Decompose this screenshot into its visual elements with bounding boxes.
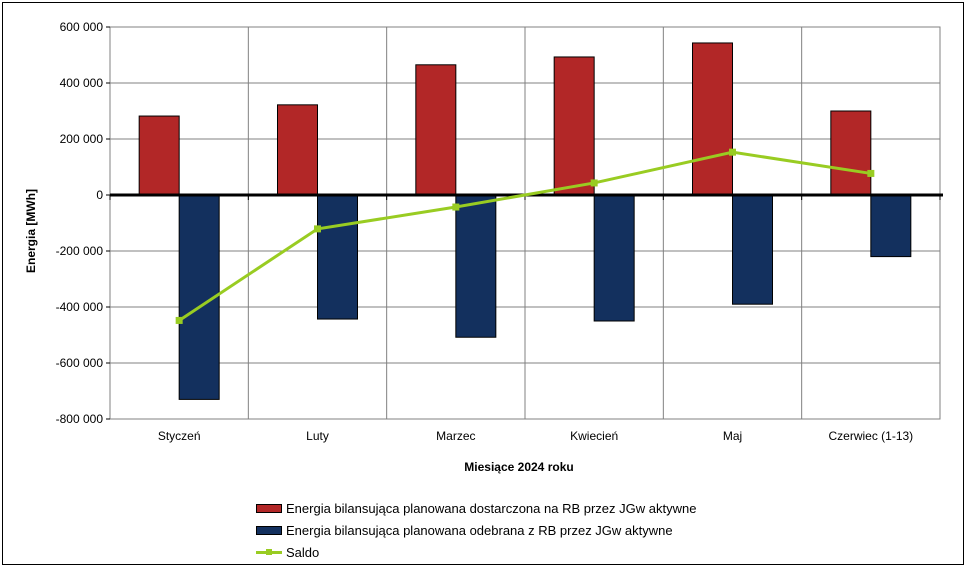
legend-item-received: Energia bilansująca planowana odebrana z…: [256, 519, 696, 541]
legend: Energia bilansująca planowana dostarczon…: [256, 497, 696, 563]
legend-item-supplied: Energia bilansująca planowana dostarczon…: [256, 497, 696, 519]
x-tick-label: Styczeń: [158, 429, 201, 443]
saldo-point: [590, 179, 598, 187]
legend-swatch-supplied: [256, 503, 282, 513]
legend-item-saldo: Saldo: [256, 541, 696, 563]
bar-received: [870, 194, 912, 258]
legend-label-received: Energia bilansująca planowana odebrana z…: [286, 522, 673, 538]
legend-swatch-received: [256, 525, 282, 535]
bar-received: [593, 194, 635, 322]
bar-received: [317, 194, 358, 320]
saldo-line: [178, 150, 872, 322]
bars: [138, 42, 912, 400]
y-tick-label: 0: [96, 188, 103, 202]
bar-supplied: [830, 110, 872, 196]
bar-received: [732, 194, 773, 305]
bar-supplied: [692, 42, 733, 196]
x-tick-label: Czerwiec (1-13): [828, 429, 913, 443]
saldo-point: [867, 169, 875, 177]
y-tick-label: -200 000: [56, 244, 104, 258]
x-tick-label: Kwiecień: [570, 429, 618, 443]
bar-supplied: [415, 64, 457, 196]
saldo-line-group: [175, 148, 875, 324]
legend-label-saldo: Saldo: [286, 544, 320, 560]
bar-supplied: [553, 56, 595, 196]
saldo-point: [729, 148, 736, 156]
x-tick-label: Luty: [306, 429, 329, 443]
y-axis-title: Energia [MWh]: [24, 189, 38, 273]
legend-swatch-saldo: [256, 548, 282, 557]
bar-supplied: [138, 115, 180, 196]
saldo-point: [175, 316, 183, 324]
y-tick-label: 400 000: [60, 76, 104, 90]
bar-supplied: [277, 104, 318, 196]
y-tick-label: 600 000: [60, 20, 104, 34]
saldo-point: [314, 225, 321, 233]
chart-svg: 600 000 400 000 200 000 0 -200 000 -400 000 -6…: [24, 20, 943, 474]
bar-received: [455, 194, 497, 338]
x-tick-label: Marzec: [436, 429, 475, 443]
x-axis-title: Miesiące 2024 roku: [464, 460, 573, 474]
labels: 600 000 400 000 200 000 0 -200 000 -400 000 -6…: [56, 20, 914, 443]
y-tick-label: -400 000: [56, 300, 104, 314]
legend-label-supplied: Energia bilansująca planowana dostarczon…: [286, 500, 697, 516]
saldo-point: [452, 203, 460, 211]
grid: [109, 26, 941, 420]
y-tick-label: -800 000: [56, 412, 104, 426]
y-tick-label: 200 000: [60, 132, 104, 146]
y-tick-label: -600 000: [56, 356, 104, 370]
x-tick-label: Maj: [723, 429, 742, 443]
